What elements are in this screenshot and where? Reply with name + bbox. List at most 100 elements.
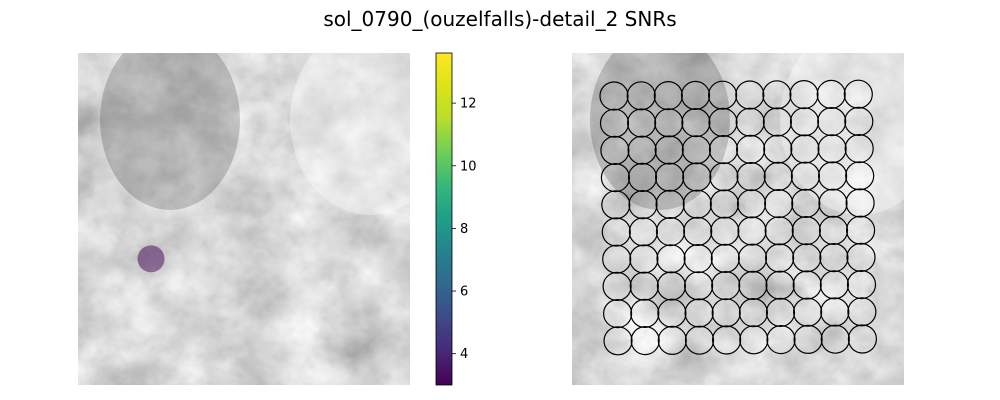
grid-circle [629, 244, 659, 274]
grid-circle [602, 244, 632, 274]
grid-circle [764, 243, 795, 273]
grid-circle [846, 270, 877, 300]
grid-circle [684, 325, 715, 355]
grid-circle [682, 162, 712, 192]
grid-circle [817, 161, 848, 191]
grid-circle [763, 161, 793, 191]
grid-circle [655, 189, 685, 219]
grid-circle [601, 217, 631, 247]
grid-circle [684, 298, 714, 328]
colorbar-tick-label: 8 [460, 222, 468, 237]
grid-circle [627, 135, 657, 165]
left-image-panel [78, 53, 410, 385]
grid-circle [603, 326, 633, 356]
right-image-panel [572, 53, 904, 385]
colorbar-tick-label: 4 [460, 347, 468, 362]
grid-circle [682, 189, 712, 219]
grid-circle [707, 80, 738, 110]
grid-circle [738, 298, 769, 328]
grid-circle [629, 271, 659, 301]
grid-circle [791, 188, 821, 218]
grid-circle [792, 243, 822, 273]
grid-circle [708, 107, 738, 138]
grid-circle [844, 134, 874, 164]
grid-circle [791, 216, 821, 246]
grid-circle [820, 324, 850, 354]
grid-circle [847, 297, 877, 327]
grid-circle [738, 270, 768, 300]
grid-circle [628, 217, 659, 247]
grid-circle [630, 298, 660, 328]
grid-circle [737, 216, 767, 246]
grid-circle [739, 325, 769, 355]
grid-circle [818, 215, 849, 245]
grid-circle [599, 81, 629, 111]
grid-circle [711, 271, 741, 301]
grid-circle [765, 270, 795, 300]
grid-circle [680, 80, 711, 111]
grid-circle [735, 107, 765, 137]
grid-circle [710, 216, 740, 246]
right-grid-circles [599, 79, 878, 356]
grid-circle [845, 215, 876, 245]
grid-circle [736, 162, 766, 192]
grid-circle [600, 135, 630, 165]
grid-circle [790, 134, 820, 164]
grid-circle [819, 270, 850, 300]
grid-circle [602, 271, 632, 301]
grid-circle [627, 162, 658, 192]
colorbar-tick-label: 10 [460, 159, 477, 174]
grid-circle [709, 162, 739, 192]
colorbar-tick-label: 12 [460, 97, 477, 112]
grid-circle [656, 271, 687, 301]
grid-circle [599, 108, 630, 138]
grid-circle [844, 106, 874, 137]
grid-circle [657, 325, 687, 355]
grid-circle [681, 107, 711, 138]
grid-circle [657, 298, 687, 328]
grid-circle [735, 80, 765, 110]
grid-circle [626, 108, 657, 138]
grid-circle [708, 135, 739, 165]
grid-circle [763, 134, 793, 164]
grid-circle [630, 326, 660, 356]
grid-circle [683, 244, 713, 274]
grid-circle [710, 243, 740, 273]
colorbar-ticks: 4 6 8 10 12 [452, 97, 477, 362]
grid-circle [819, 243, 849, 273]
grid-circle [600, 163, 631, 193]
grid-circle [711, 298, 741, 328]
grid-circle [737, 243, 768, 273]
grid-circle [845, 188, 875, 218]
grid-circle [817, 106, 847, 137]
grid-circle [762, 107, 793, 137]
grid-circle [736, 189, 767, 219]
snr-marker [137, 245, 165, 273]
grid-circle [653, 80, 683, 111]
grid-circle [656, 244, 686, 274]
grid-circle [764, 189, 794, 219]
grid-circle [681, 135, 712, 165]
grid-circle [846, 242, 876, 272]
grid-circle [654, 108, 684, 138]
grid-circle [711, 325, 742, 355]
grid-circle [792, 297, 823, 327]
grid-circle [789, 79, 819, 110]
grid-circle [709, 189, 740, 219]
grid-circle [654, 135, 684, 165]
grid-circle [628, 190, 658, 220]
grid-circle [845, 161, 875, 191]
grid-circle [765, 297, 796, 327]
grid-circle [818, 188, 848, 218]
grid-circle [762, 80, 792, 110]
grid-circle [793, 324, 823, 354]
grid-circle [764, 216, 794, 246]
grid-circle [601, 190, 631, 220]
grid-circle [816, 79, 846, 110]
grid-circle [683, 271, 714, 301]
grid-circle [817, 134, 847, 164]
grid-circle [683, 216, 713, 246]
grid-circle [847, 324, 878, 354]
left-snr-markers [137, 245, 165, 273]
